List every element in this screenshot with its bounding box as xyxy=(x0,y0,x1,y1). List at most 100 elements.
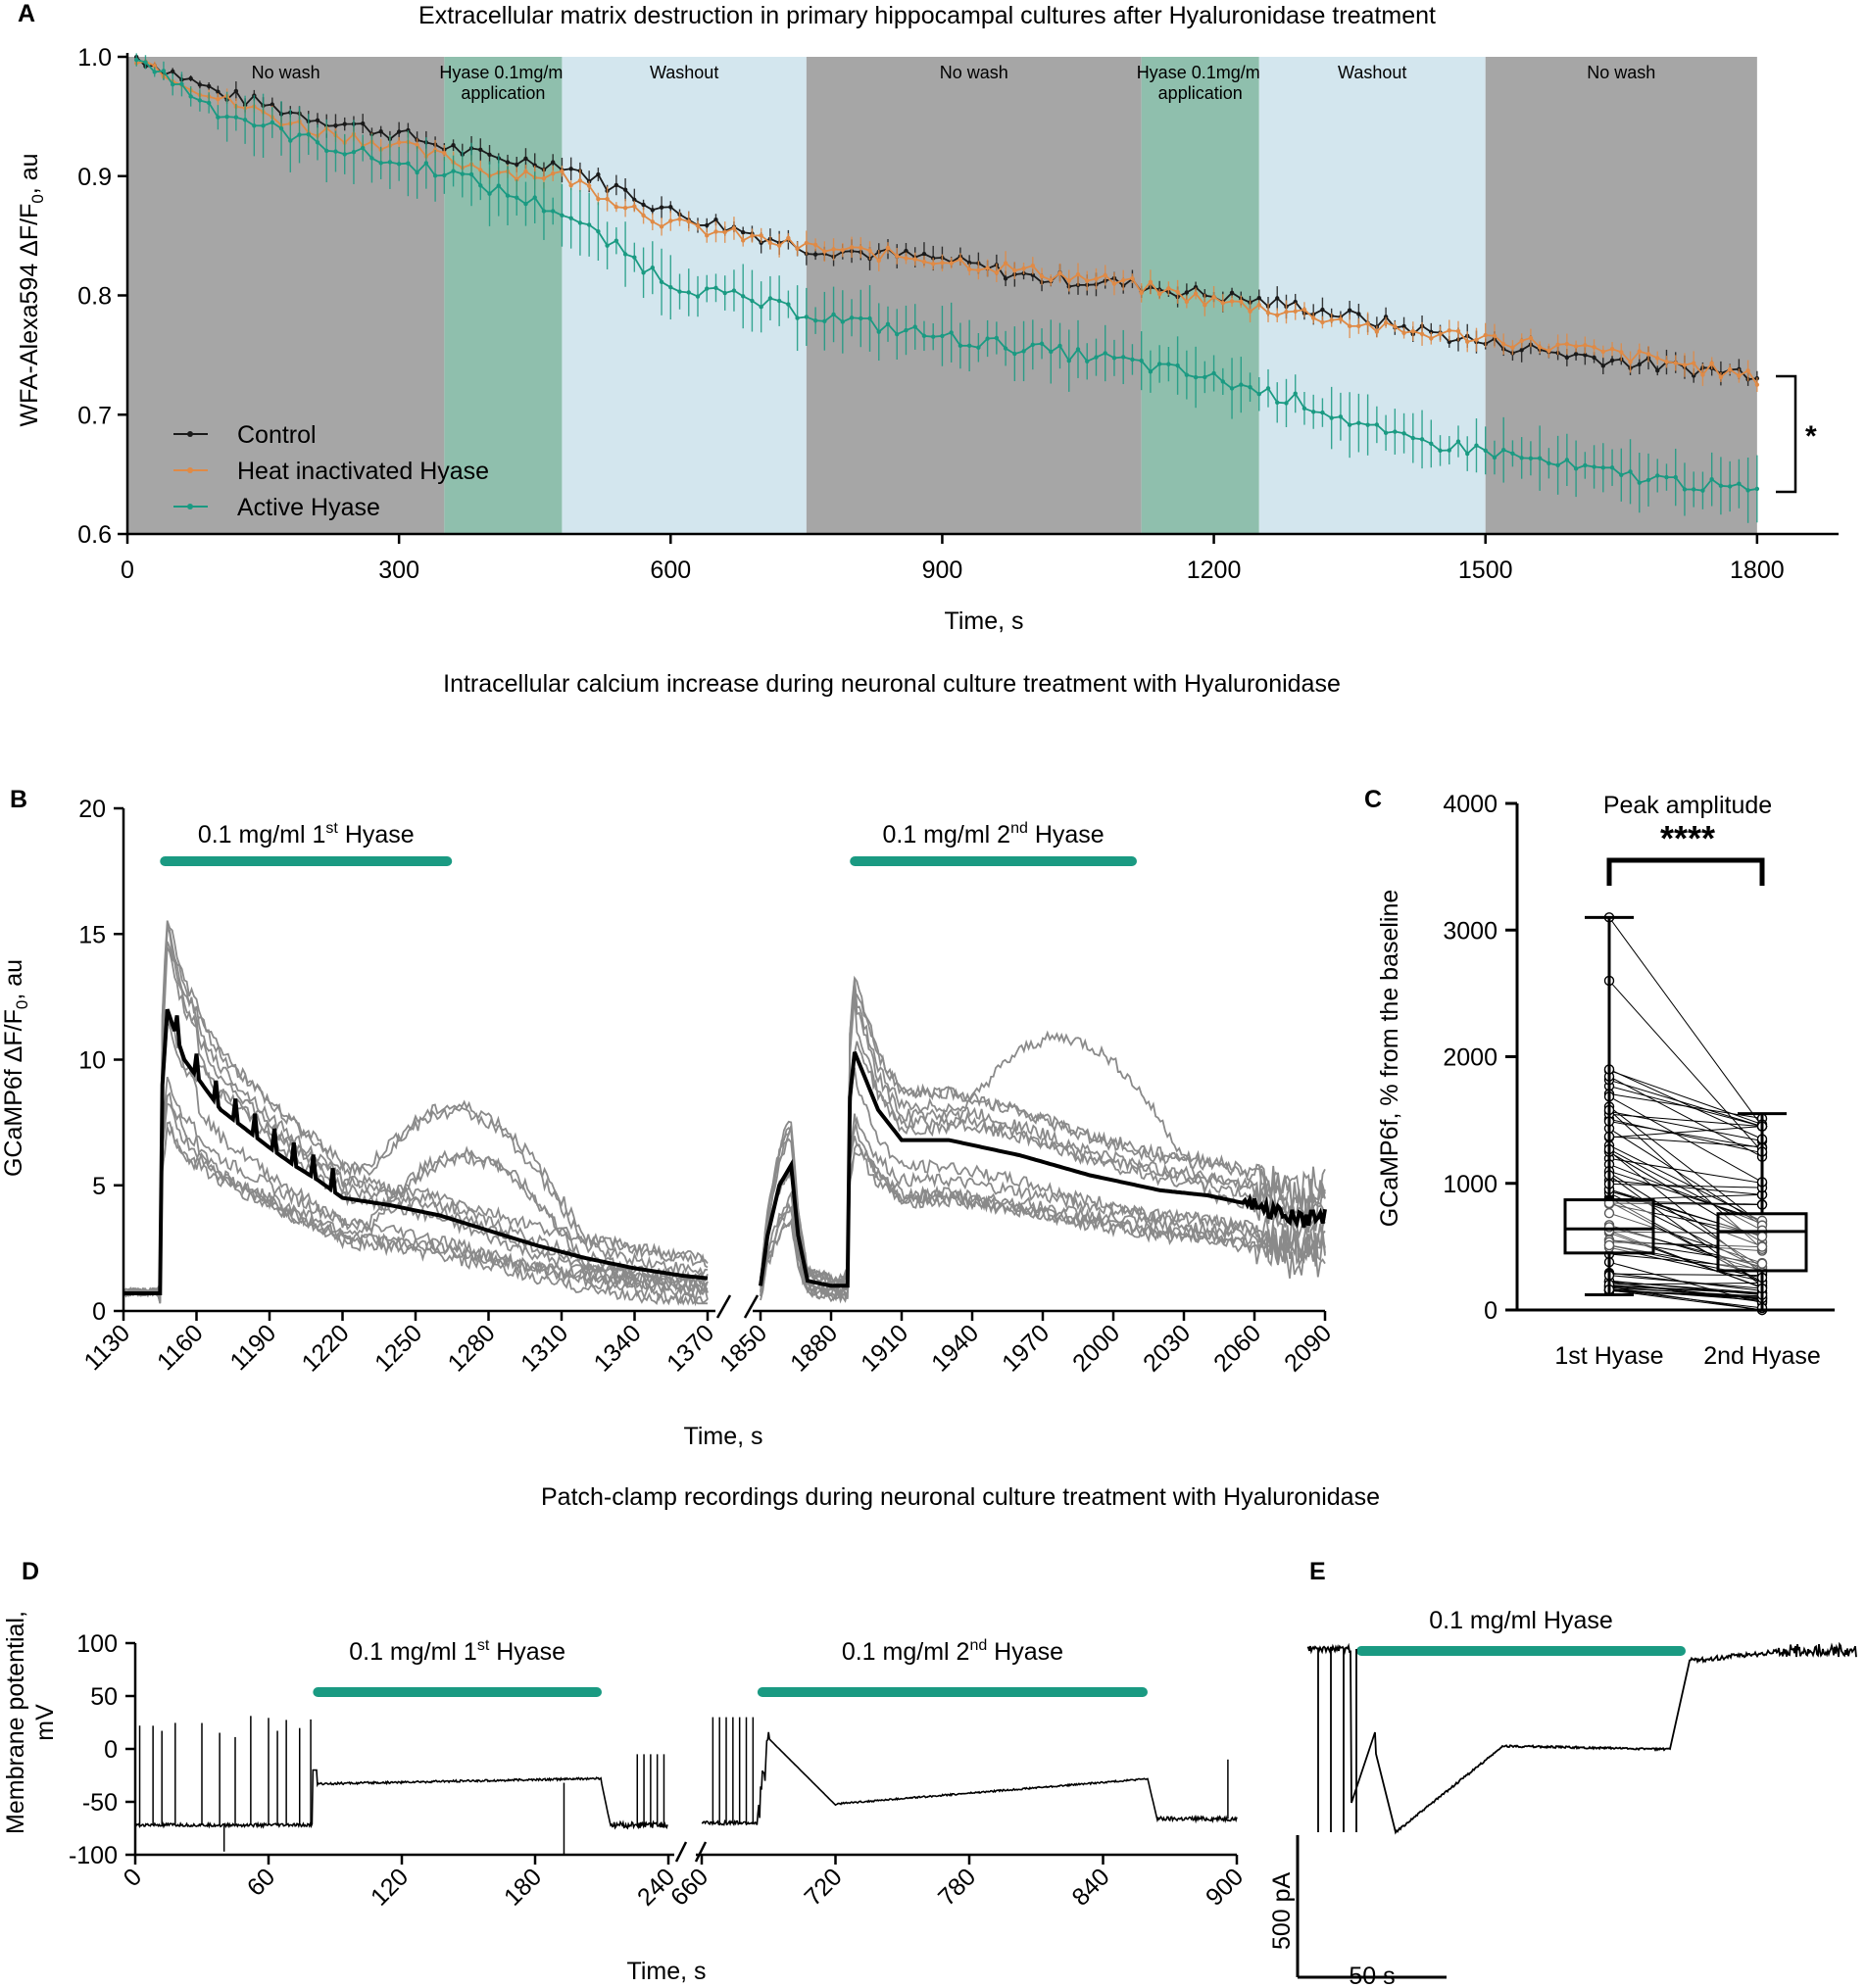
series-2-point xyxy=(1094,355,1099,360)
series-2-point xyxy=(1248,384,1252,390)
series-1-point xyxy=(1338,316,1344,321)
panel-b-ytick-label-2: 10 xyxy=(78,1047,106,1075)
series-1-point xyxy=(1175,289,1180,295)
series-1-point xyxy=(985,266,990,270)
series-1-point xyxy=(515,176,519,182)
paired-line xyxy=(1608,1144,1763,1222)
series-1-point xyxy=(1519,338,1524,344)
region-label-4: Hyase 0.1mg/ml xyxy=(1137,63,1264,82)
series-2-point xyxy=(1664,474,1669,480)
treatment-bar-label-0: 0.1 mg/ml 1st Hyase xyxy=(198,820,415,849)
panel-d-traces xyxy=(134,1716,1238,1855)
series-2-point xyxy=(297,132,302,137)
paired-line xyxy=(1608,1175,1763,1286)
paired-line xyxy=(1608,1226,1763,1268)
series-2-point xyxy=(1310,410,1316,414)
series-1-point xyxy=(1547,348,1551,354)
region-label-0: No wash xyxy=(252,63,320,82)
series-2-point xyxy=(1293,391,1298,396)
series-0-point xyxy=(641,202,646,208)
series-2-point xyxy=(306,131,311,137)
series-1-point xyxy=(776,243,782,248)
panel-d-xtick-label-s2-4: 900 xyxy=(1201,1863,1249,1911)
series-2-point xyxy=(650,266,656,270)
single-cell-trace xyxy=(123,1091,709,1303)
series-2-point xyxy=(1175,363,1180,368)
series-2-point xyxy=(949,330,954,335)
panel-d-xtick-label-s2-2: 780 xyxy=(933,1863,981,1911)
series-1-point xyxy=(713,229,718,234)
panel-b-xtick-label-s1-1: 1160 xyxy=(152,1319,209,1376)
series-2-point xyxy=(1039,341,1045,346)
panel-c-category-0: 1st Hyase xyxy=(1554,1342,1663,1370)
series-0-point xyxy=(515,162,519,168)
box-1 xyxy=(1716,1212,1808,1273)
series-1-point xyxy=(740,238,746,243)
series-1-point xyxy=(930,262,936,267)
series-2-point xyxy=(351,150,357,155)
series-1-point xyxy=(152,63,157,69)
series-2-point xyxy=(1338,414,1344,419)
series-1-point xyxy=(1474,337,1479,342)
paired-line xyxy=(1608,917,1763,1127)
paired-line xyxy=(1608,1180,1763,1195)
series-0-point xyxy=(966,261,972,266)
series-1-point xyxy=(1012,267,1017,273)
series-2-point xyxy=(876,329,881,334)
series-2-point xyxy=(985,336,990,341)
series-0-point xyxy=(378,129,383,134)
paired-line xyxy=(1608,1109,1763,1250)
series-2-point xyxy=(812,317,818,323)
series-2-point xyxy=(278,125,284,131)
series-1-point xyxy=(1528,335,1534,341)
series-1-point xyxy=(731,225,737,231)
single-cell-trace xyxy=(760,1113,1326,1299)
series-2-point xyxy=(1148,369,1154,374)
paired-line xyxy=(1608,1239,1763,1265)
series-2-point xyxy=(1184,372,1190,377)
paired-line xyxy=(1608,1092,1763,1120)
series-0-point xyxy=(1564,355,1570,361)
series-2-point xyxy=(1130,357,1135,363)
paired-line xyxy=(1608,1282,1763,1303)
series-2-point xyxy=(1637,480,1642,485)
series-2-point xyxy=(930,334,936,339)
panel-d-title: Patch-clamp recordings during neuronal c… xyxy=(541,1483,1380,1511)
panel-b-mean-trace xyxy=(123,1008,1327,1295)
series-2-point xyxy=(1356,420,1361,425)
paired-line xyxy=(1608,1289,1763,1311)
series-1-point xyxy=(1347,323,1352,329)
series-2-point xyxy=(1447,448,1451,453)
series-2-point xyxy=(705,286,710,291)
series-0-point xyxy=(1347,308,1352,313)
series-1-point xyxy=(1229,299,1235,304)
panel-b-xtick-label-s2-1: 1880 xyxy=(785,1319,843,1377)
series-0-point xyxy=(1401,323,1406,329)
region-sublabel-4: application xyxy=(1158,83,1243,103)
series-0-point xyxy=(1184,290,1190,295)
series-2-point xyxy=(1139,358,1144,364)
single-cell-trace xyxy=(760,975,1326,1286)
series-2-point xyxy=(840,319,846,324)
series-2-point xyxy=(1564,458,1570,462)
panel-b-xtick-label-s1-6: 1310 xyxy=(516,1319,573,1377)
paired-line xyxy=(1608,1202,1763,1206)
series-2-point xyxy=(1619,472,1624,477)
series-2-point xyxy=(188,94,193,99)
series-1-point xyxy=(1066,278,1071,283)
series-1-point xyxy=(1365,321,1370,326)
panel-e-scale-y-label: 500 pA xyxy=(1268,1871,1296,1950)
series-2-point xyxy=(1075,347,1081,352)
series-2-point xyxy=(1320,410,1325,415)
series-1-point xyxy=(586,183,592,188)
series-2-point xyxy=(342,152,347,157)
panel-e-bar-label: 0.1 mg/ml Hyase xyxy=(1429,1607,1613,1634)
series-2-point xyxy=(659,279,664,284)
current-trace xyxy=(1306,1641,1857,1835)
paired-line xyxy=(1608,1212,1763,1264)
paired-line xyxy=(1608,1118,1763,1154)
panel-b-xtick-label-s1-2: 1190 xyxy=(224,1319,281,1376)
panel-d-xtick-label-s1-3: 180 xyxy=(499,1863,547,1911)
